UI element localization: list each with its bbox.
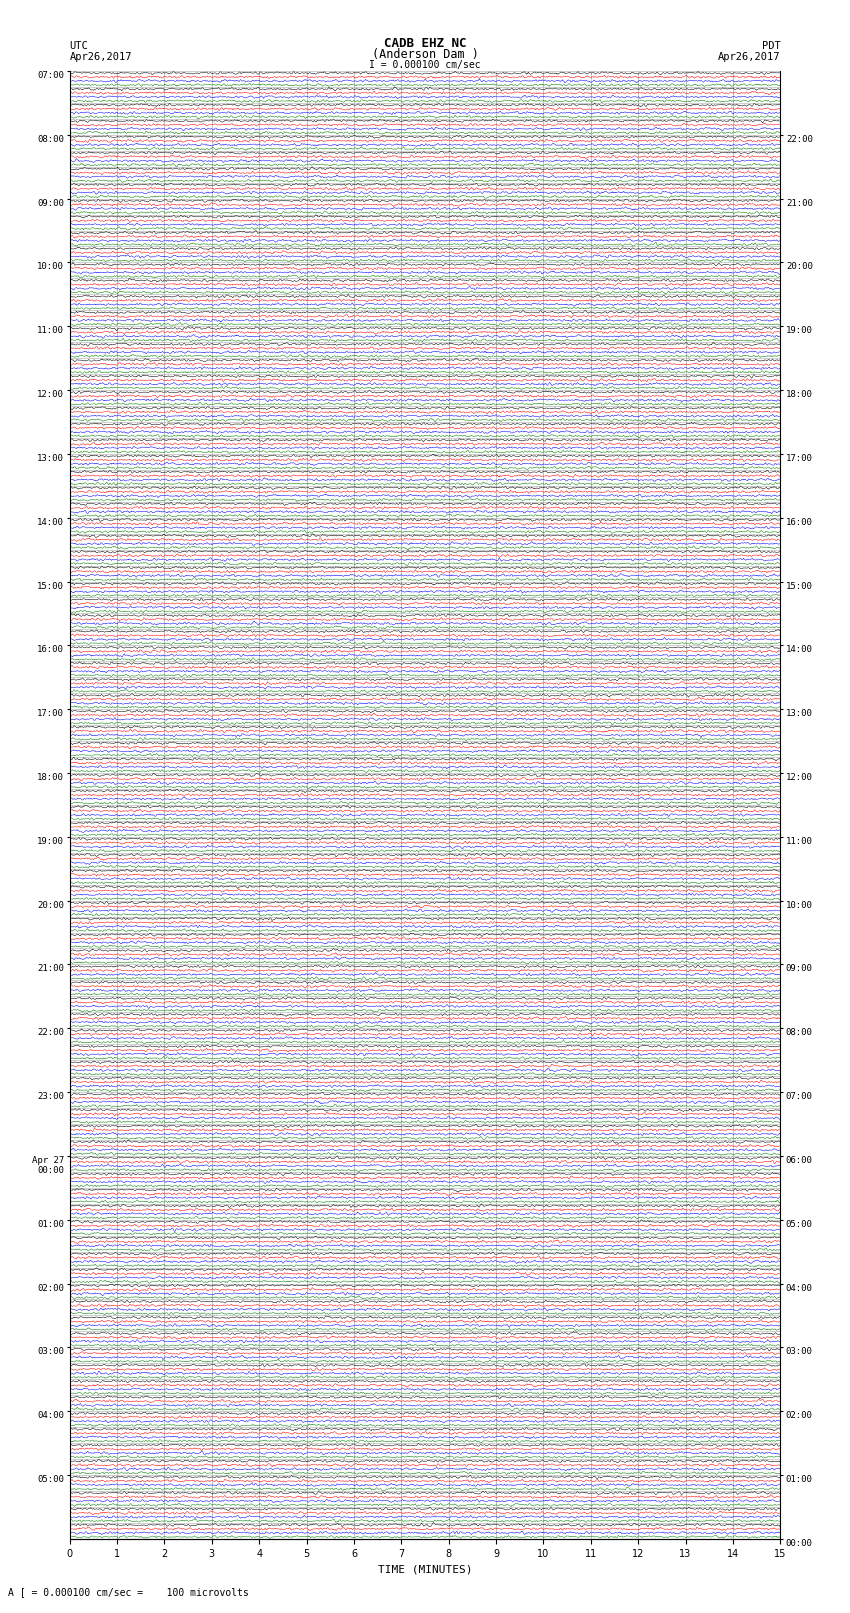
Text: UTC: UTC [70,40,88,52]
Text: I = 0.000100 cm/sec: I = 0.000100 cm/sec [369,60,481,69]
Text: Apr26,2017: Apr26,2017 [717,52,780,61]
Text: Apr26,2017: Apr26,2017 [70,52,133,61]
Text: (Anderson Dam ): (Anderson Dam ) [371,48,479,61]
Text: CADB EHZ NC: CADB EHZ NC [383,37,467,50]
X-axis label: TIME (MINUTES): TIME (MINUTES) [377,1565,473,1574]
Text: A [ = 0.000100 cm/sec =    100 microvolts: A [ = 0.000100 cm/sec = 100 microvolts [8,1587,249,1597]
Text: PDT: PDT [762,40,780,52]
